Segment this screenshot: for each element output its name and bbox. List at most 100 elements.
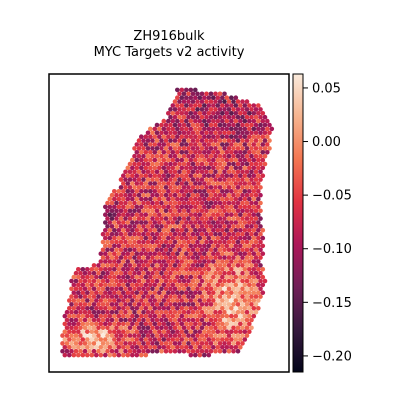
- spot: [238, 181, 243, 186]
- spot: [175, 87, 180, 93]
- spot: [208, 325, 214, 331]
- spot: [231, 169, 236, 175]
- spot: [251, 259, 257, 264]
- spot: [125, 235, 131, 241]
- spot: [132, 255, 137, 260]
- spot: [195, 333, 200, 338]
- spot: [222, 333, 227, 338]
- spot: [139, 282, 144, 288]
- spot: [116, 189, 122, 194]
- spot: [114, 270, 119, 276]
- spot: [125, 329, 131, 335]
- spot: [87, 341, 92, 346]
- spot: [118, 247, 124, 253]
- spot: [181, 200, 187, 206]
- spot: [199, 294, 205, 299]
- spot: [190, 99, 196, 104]
- spot: [107, 352, 113, 358]
- spot: [233, 259, 239, 264]
- spot: [143, 329, 149, 335]
- spot: [139, 150, 144, 155]
- spot: [166, 306, 171, 311]
- spot: [184, 267, 189, 272]
- spot: [114, 208, 119, 214]
- spot: [188, 337, 194, 342]
- spot: [217, 270, 223, 276]
- spot: [215, 212, 221, 217]
- spot: [172, 348, 178, 354]
- spot: [175, 329, 180, 335]
- spot: [251, 220, 257, 225]
- spot: [253, 200, 259, 206]
- spot: [240, 302, 245, 307]
- spot: [91, 294, 97, 299]
- spot: [98, 251, 104, 256]
- spot: [217, 161, 223, 167]
- spot: [181, 161, 187, 167]
- spot: [184, 274, 189, 280]
- spot: [172, 185, 178, 190]
- spot: [170, 204, 176, 210]
- spot: [172, 224, 178, 229]
- spot: [204, 325, 209, 331]
- spot: [161, 126, 167, 132]
- spot: [226, 270, 232, 276]
- spot: [202, 306, 207, 311]
- spot: [163, 341, 169, 346]
- spot: [242, 165, 248, 171]
- spot: [103, 321, 108, 327]
- spot: [94, 337, 99, 342]
- spot: [136, 231, 142, 237]
- spot: [251, 313, 257, 319]
- spot: [202, 173, 207, 178]
- spot: [215, 150, 221, 155]
- spot: [197, 298, 203, 303]
- spot: [118, 263, 124, 268]
- spot: [255, 251, 261, 256]
- spot: [157, 235, 162, 241]
- spot: [80, 274, 86, 280]
- spot: [98, 321, 104, 327]
- spot: [217, 333, 223, 338]
- spot: [197, 118, 203, 124]
- spot: [157, 345, 162, 350]
- spot: [98, 352, 104, 358]
- spot: [222, 161, 227, 167]
- spot: [148, 259, 153, 264]
- spot: [157, 220, 162, 225]
- spot: [238, 196, 243, 202]
- spot: [143, 235, 149, 241]
- spot: [141, 185, 146, 190]
- spot: [186, 341, 191, 346]
- spot: [253, 224, 259, 229]
- spot: [251, 181, 257, 186]
- spot: [208, 333, 214, 338]
- spot: [166, 181, 171, 186]
- spot: [224, 235, 230, 241]
- spot: [127, 224, 133, 229]
- spot: [249, 247, 254, 253]
- spot: [255, 259, 261, 264]
- spot: [157, 212, 162, 217]
- spot: [179, 313, 185, 319]
- spot: [145, 309, 151, 315]
- spot: [143, 189, 149, 194]
- spot: [177, 208, 182, 214]
- spot: [152, 337, 158, 342]
- spot: [260, 157, 266, 163]
- spot: [184, 345, 189, 350]
- spot: [172, 99, 178, 104]
- spot: [170, 321, 176, 327]
- spot: [170, 189, 176, 194]
- spot: [150, 224, 155, 229]
- spot: [231, 130, 236, 136]
- spot: [152, 204, 158, 210]
- spot: [229, 118, 234, 124]
- spot: [238, 321, 243, 327]
- spot: [103, 235, 108, 241]
- spot: [60, 333, 65, 338]
- spot: [166, 267, 171, 272]
- spot: [193, 282, 198, 288]
- spot: [159, 247, 164, 253]
- spot: [202, 204, 207, 210]
